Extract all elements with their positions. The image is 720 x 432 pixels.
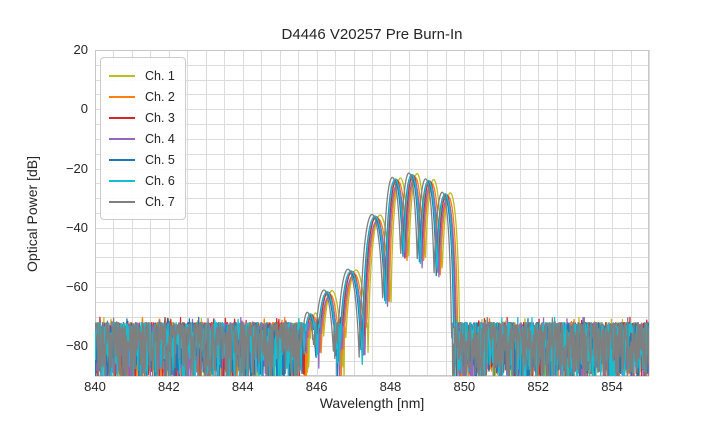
legend-item-ch-1: Ch. 1 [109,65,175,86]
legend-label: Ch. 5 [145,152,175,167]
legend-label: Ch. 7 [145,194,175,209]
legend-line-sample [109,179,135,182]
x-tick-label: 848 [379,379,402,394]
x-tick-label: 842 [158,379,180,394]
legend: Ch. 1 Ch. 2 Ch. 3 Ch. 4 Ch. 5 Ch. 6 Ch. 7 [100,57,186,220]
y-tick-label: −60 [65,279,88,295]
x-tick-label: 854 [601,379,623,394]
legend-item-ch-7: Ch. 7 [109,191,175,212]
legend-label: Ch. 1 [145,68,175,83]
x-tick-label: 852 [527,379,550,394]
x-tick-label: 840 [84,379,106,394]
legend-label: Ch. 2 [145,89,175,104]
legend-item-ch-3: Ch. 3 [109,107,175,128]
y-tick-label: −40 [65,219,88,235]
legend-line-sample [109,116,135,119]
legend-label: Ch. 6 [145,173,175,188]
legend-item-ch-4: Ch. 4 [109,128,175,149]
x-tick-label: 846 [305,379,328,394]
x-axis-label: Wavelength [nm] [319,395,425,411]
y-tick-label: −80 [65,338,88,354]
legend-item-ch-5: Ch. 5 [109,149,175,170]
legend-line-sample [109,74,135,77]
y-tick-label: −20 [65,160,88,176]
legend-line-sample [109,158,135,161]
legend-item-ch-2: Ch. 2 [109,86,175,107]
legend-label: Ch. 4 [145,131,175,146]
y-tick-label: 20 [73,42,88,57]
x-tick-label: 844 [231,379,254,394]
legend-label: Ch. 3 [145,110,175,125]
y-axis-label: Optical Power [dB] [24,156,40,272]
legend-line-sample [109,95,135,98]
y-tick-label: 0 [80,101,88,117]
chart-title: D4446 V20257 Pre Burn-In [281,26,463,43]
legend-line-sample [109,137,135,140]
legend-item-ch-6: Ch. 6 [109,170,175,191]
legend-line-sample [109,200,135,203]
x-tick-label: 850 [453,379,476,394]
